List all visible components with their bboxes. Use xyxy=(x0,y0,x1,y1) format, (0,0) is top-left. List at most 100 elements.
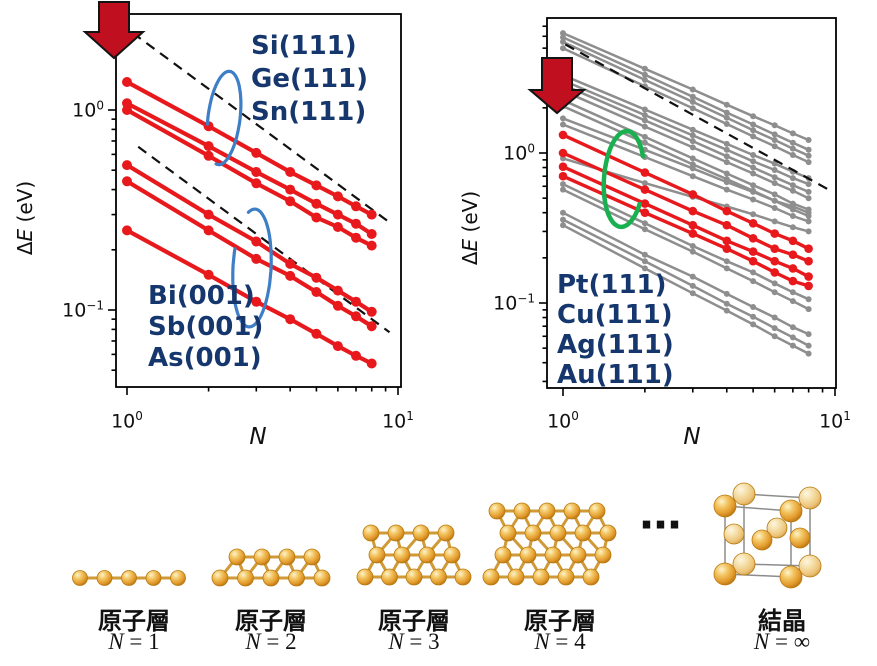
series-marker-au-111 xyxy=(788,276,798,286)
series-marker-as-001 xyxy=(332,341,343,352)
series-marker-series xyxy=(689,86,696,93)
structure-label-5: 結晶 xyxy=(758,607,806,635)
atom xyxy=(582,568,600,586)
atom xyxy=(789,527,811,549)
series-marker-ag-111 xyxy=(722,236,732,246)
atom xyxy=(563,502,581,520)
series-marker-series xyxy=(805,350,812,357)
series-marker-series xyxy=(641,133,648,140)
series-marker-ag-111 xyxy=(558,162,568,171)
structure-label-1: 原子層 xyxy=(98,607,170,635)
series-marker-pt-111 xyxy=(558,130,568,140)
series-marker-bi-001 xyxy=(203,209,214,220)
series-marker-sb-001 xyxy=(366,321,377,332)
atom xyxy=(751,529,773,551)
axes-box xyxy=(546,17,837,389)
series-marker-series xyxy=(560,34,566,41)
series-line-series xyxy=(561,211,810,336)
series-marker-series xyxy=(789,324,796,331)
series-marker-series xyxy=(641,180,648,187)
structure-n-value-5: N = ∞ xyxy=(753,629,811,654)
series-marker-series xyxy=(771,314,778,321)
series-marker-si-111 xyxy=(332,191,343,202)
atom xyxy=(418,546,436,564)
series-marker-series xyxy=(771,174,778,181)
series-marker-series xyxy=(723,121,730,127)
atom xyxy=(524,524,542,542)
series-marker-series xyxy=(689,165,696,172)
series-marker-series xyxy=(789,187,796,194)
atom xyxy=(211,569,229,587)
series-marker-series xyxy=(771,280,778,287)
x-axis-label: N xyxy=(249,424,267,450)
series-marker-sb-001 xyxy=(203,225,214,236)
atom xyxy=(713,562,737,586)
series-marker-series xyxy=(641,65,648,72)
guide-dashed-line-0 xyxy=(132,32,389,223)
structure-label-4: 原子層 xyxy=(524,607,596,635)
series-marker-bi-001 xyxy=(311,272,322,283)
atom xyxy=(437,524,455,542)
series-marker-series xyxy=(750,152,757,158)
series-marker-series xyxy=(805,181,812,188)
series-marker-ge-111 xyxy=(351,218,361,229)
y-tick-label: 100 xyxy=(72,98,104,122)
series-marker-series xyxy=(641,117,648,124)
series-marker-cu-111 xyxy=(688,206,698,216)
n-variable: N xyxy=(753,629,770,654)
series-marker-series xyxy=(723,179,730,186)
series-marker-sb-001 xyxy=(351,311,361,322)
series-marker-series xyxy=(750,182,757,189)
plot-right xyxy=(527,17,837,396)
atom xyxy=(538,502,556,520)
series-marker-series xyxy=(641,226,648,233)
series-marker-series xyxy=(723,140,730,147)
series-marker-series xyxy=(723,109,730,116)
atom xyxy=(405,568,423,586)
series-marker-series xyxy=(750,158,757,165)
series-marker-series xyxy=(750,269,757,276)
n-variable: N xyxy=(388,629,404,654)
atom xyxy=(599,524,617,542)
series-marker-series xyxy=(771,197,778,204)
atom xyxy=(121,570,137,586)
series-marker-series xyxy=(689,282,696,289)
series-marker-as-001 xyxy=(351,350,361,361)
series-marker-series xyxy=(750,211,757,218)
series-line-series xyxy=(561,157,810,233)
series-marker-ag-111 xyxy=(688,220,698,230)
series-marker-ge-111 xyxy=(311,198,322,209)
series-marker-ag-111 xyxy=(804,272,813,281)
series-marker-series xyxy=(805,146,812,153)
atom xyxy=(779,565,803,589)
atom xyxy=(393,546,411,564)
series-marker-series xyxy=(560,121,566,128)
series-marker-series xyxy=(723,146,730,153)
series-marker-series xyxy=(689,126,696,133)
series-marker-sn-111 xyxy=(251,178,262,189)
series-marker-series xyxy=(771,289,778,296)
n-variable: N xyxy=(245,629,261,654)
series-marker-ge-111 xyxy=(251,167,262,177)
series-marker-ge-111 xyxy=(285,184,296,195)
series-marker-sn-111 xyxy=(351,232,361,243)
series-marker-series xyxy=(805,296,812,303)
ellipsis-dots: … xyxy=(639,489,683,539)
series-marker-cu-111 xyxy=(558,148,568,158)
series-marker-series xyxy=(771,143,778,150)
series-marker-series xyxy=(560,38,566,45)
series-marker-series xyxy=(723,300,730,307)
series-marker-ag-111 xyxy=(748,247,758,256)
series-marker-si-111 xyxy=(366,209,377,220)
series-marker-au-111 xyxy=(558,171,568,181)
series-marker-as-001 xyxy=(366,358,377,369)
series-marker-series xyxy=(560,222,566,229)
series-marker-au-111 xyxy=(722,244,732,253)
series-line-series xyxy=(561,83,810,194)
series-marker-as-001 xyxy=(251,296,262,307)
atom xyxy=(513,502,531,520)
series-marker-series xyxy=(723,114,730,121)
atomic-layer-structure-n2 xyxy=(211,548,331,587)
atom xyxy=(732,482,756,506)
